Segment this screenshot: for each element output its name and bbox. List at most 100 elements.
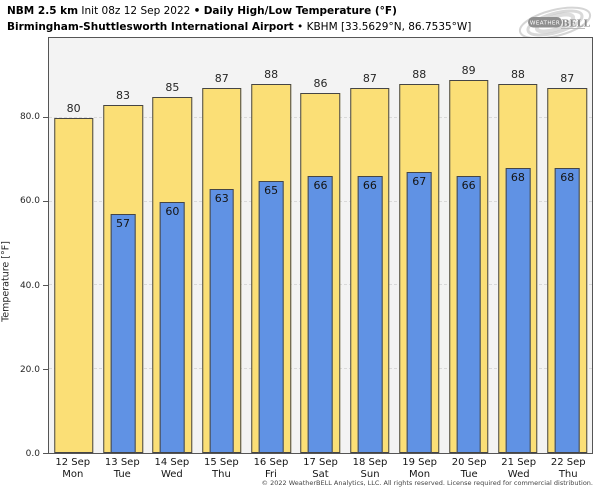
x-tick-date: 21 Sep (501, 457, 537, 468)
x-tick-date: 12 Sep (55, 457, 91, 468)
bar-group: 87 68 (543, 38, 592, 453)
x-tick: 12 Sep Mon (48, 457, 98, 481)
high-temp-bar (53, 117, 94, 453)
high-value-label: 86 (313, 76, 328, 90)
low-temp-bar: 57 (110, 214, 136, 453)
low-value-label: 65 (264, 183, 279, 197)
low-temp-bar: 66 (357, 176, 383, 453)
y-tick-mark (43, 284, 48, 286)
low-value-label: 63 (214, 191, 229, 205)
low-value-label: 57 (116, 217, 131, 231)
bar-group: 85 60 (148, 38, 197, 453)
x-tick: 16 Sep Fri (246, 457, 296, 481)
high-value-label: 87 (560, 72, 575, 86)
x-tick-date: 13 Sep (104, 457, 140, 468)
y-tick-mark (43, 201, 48, 202)
high-value-label: 89 (461, 63, 476, 77)
low-value-label: 66 (362, 179, 377, 193)
station-meta: KBHM [33.5629°N, 86.7535°W] (306, 20, 472, 33)
y-tick-mark (43, 452, 48, 454)
high-value-label: 88 (264, 68, 279, 82)
model-name: NBM 2.5 km (7, 5, 79, 17)
x-tick: 19 Sep Mon (395, 457, 445, 481)
x-tick: 14 Sep Wed (147, 457, 197, 481)
x-tick: 22 Sep Thu (543, 457, 593, 481)
y-tick-label: 80.0 (19, 112, 40, 123)
weatherbell-logo-icon: WEATHER BELL (518, 6, 592, 40)
copyright-notice: © 2022 WeatherBELL Analytics, LLC. All r… (261, 479, 593, 487)
y-tick-mark (43, 368, 48, 370)
high-value-label: 87 (362, 72, 377, 86)
bar-group: 89 66 (444, 38, 493, 453)
logo-weather-text: WEATHER (530, 21, 560, 27)
x-tick-day: Wed (160, 469, 183, 480)
x-tick-day: Mon (409, 469, 431, 480)
station-name: Birmingham-Shuttlesworth International A… (7, 20, 294, 33)
x-tick: 13 Sep Tue (98, 457, 148, 481)
high-value-label: 80 (66, 101, 81, 115)
bar-group: 88 68 (493, 38, 542, 453)
bar-group: 86 66 (296, 38, 345, 453)
high-value-label: 88 (510, 68, 525, 82)
x-tick-date: 22 Sep (550, 457, 586, 468)
x-tick-date: 20 Sep (451, 457, 487, 468)
x-tick-day: Thu (558, 469, 578, 480)
x-tick-date: 19 Sep (402, 457, 437, 468)
x-tick: 18 Sep Sun (345, 457, 395, 481)
x-tick-date: 15 Sep (204, 457, 239, 468)
low-temp-bar: 67 (406, 172, 432, 453)
header-line-2: Birmingham-Shuttlesworth International A… (7, 20, 471, 36)
x-tick-day: Sun (360, 469, 380, 480)
y-axis: Temperature [°F] 0.0 20.0 40.0 60.0 80.0 (0, 37, 45, 459)
bar-group: 88 65 (246, 38, 295, 453)
high-value-label: 87 (214, 72, 229, 86)
low-value-label: 60 (165, 204, 180, 218)
separator-dot: • (193, 5, 201, 17)
y-tick-mark (43, 117, 48, 119)
y-tick-label: 60.0 (19, 196, 40, 207)
x-tick-day: Sat (312, 469, 329, 480)
bar-series-container: 80 83 57 85 60 87 63 88 65 86 66 87 66 88 67 89 66 88 68 87… (49, 38, 592, 453)
init-time: Init 08z 12 Sep 2022 (81, 5, 191, 17)
logo-bell-text: BELL (562, 19, 591, 30)
x-axis-labels: 12 Sep Mon 13 Sep Tue 14 Sep Wed 15 Sep Thu 16 S… (48, 457, 593, 481)
bar-group: 83 57 (98, 38, 147, 453)
high-value-label: 85 (165, 80, 180, 94)
x-tick-day: Wed (507, 469, 530, 480)
low-value-label: 68 (510, 170, 525, 184)
x-tick: 15 Sep Thu (197, 457, 247, 481)
low-temp-bar: 68 (505, 167, 531, 453)
bar-group: 80 (49, 38, 98, 453)
low-value-label: 68 (560, 170, 575, 184)
y-tick-label: 20.0 (19, 364, 40, 375)
x-tick-day: Mon (62, 469, 84, 480)
x-tick-day: Tue (460, 469, 478, 480)
bar-group: 88 67 (395, 38, 444, 453)
low-value-label: 66 (313, 179, 328, 193)
product-title: Daily High/Low Temperature (°F) (203, 5, 397, 17)
x-tick-day: Thu (212, 469, 231, 480)
x-tick: 21 Sep Wed (494, 457, 544, 481)
y-tick-label: 0.0 (25, 449, 40, 459)
high-value-label: 83 (116, 89, 131, 103)
y-tick-label: 40.0 (19, 280, 40, 291)
low-value-label: 67 (412, 175, 427, 189)
bar-group: 87 66 (345, 38, 394, 453)
low-temp-bar: 65 (258, 180, 284, 453)
low-temp-bar: 63 (209, 188, 235, 453)
header-line-1: NBM 2.5 km Init 08z 12 Sep 2022 • Daily … (7, 4, 471, 20)
chart-header: NBM 2.5 km Init 08z 12 Sep 2022 • Daily … (7, 4, 471, 35)
x-tick: 20 Sep Tue (444, 457, 494, 481)
x-tick-day: Fri (264, 469, 277, 480)
x-tick-date: 16 Sep (253, 457, 289, 468)
plot-area: 80 83 57 85 60 87 63 88 65 86 66 87 66 88 67 89 66 88 68 87… (43, 37, 593, 454)
x-tick-date: 17 Sep (303, 457, 338, 468)
x-tick-day: Tue (113, 469, 131, 480)
bar-group: 87 63 (197, 38, 246, 453)
low-temp-bar: 60 (160, 201, 185, 453)
high-value-label: 88 (412, 68, 427, 82)
low-temp-bar: 68 (554, 167, 580, 453)
separator-dot: • (297, 20, 304, 33)
x-tick: 17 Sep Sat (296, 457, 346, 481)
